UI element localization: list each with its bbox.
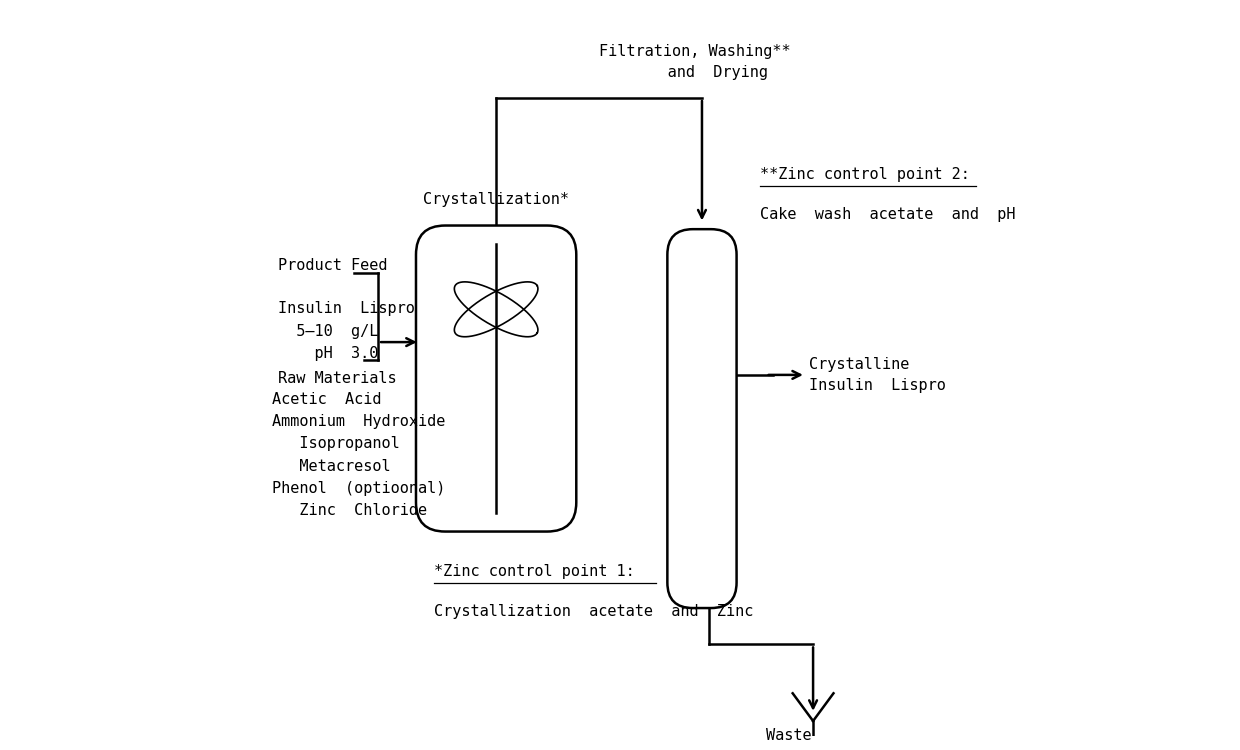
Text: Cake  wash  acetate  and  pH: Cake wash acetate and pH (760, 207, 1016, 222)
FancyBboxPatch shape (415, 226, 577, 532)
Text: Crystallization  acetate  and  Zinc: Crystallization acetate and Zinc (434, 604, 754, 619)
Text: Product Feed: Product Feed (278, 258, 387, 273)
FancyBboxPatch shape (667, 230, 737, 608)
Text: Crystallization*: Crystallization* (423, 192, 569, 207)
Text: Crystalline
Insulin  Lispro: Crystalline Insulin Lispro (810, 357, 946, 393)
Text: Insulin  Lispro
  5–10  g/L
    pH  3.0: Insulin Lispro 5–10 g/L pH 3.0 (278, 302, 414, 361)
Text: *Zinc control point 1:: *Zinc control point 1: (434, 564, 635, 579)
Text: Acetic  Acid
Ammonium  Hydroxide
   Isopropanol
   Metacresol
Phenol  (optioonal: Acetic Acid Ammonium Hydroxide Isopropan… (272, 392, 445, 518)
Text: Waste: Waste (766, 728, 811, 743)
Text: **Zinc control point 2:: **Zinc control point 2: (760, 167, 970, 182)
Text: Filtration, Washing**
     and  Drying: Filtration, Washing** and Drying (599, 44, 790, 80)
Text: Raw Materials: Raw Materials (278, 371, 396, 386)
